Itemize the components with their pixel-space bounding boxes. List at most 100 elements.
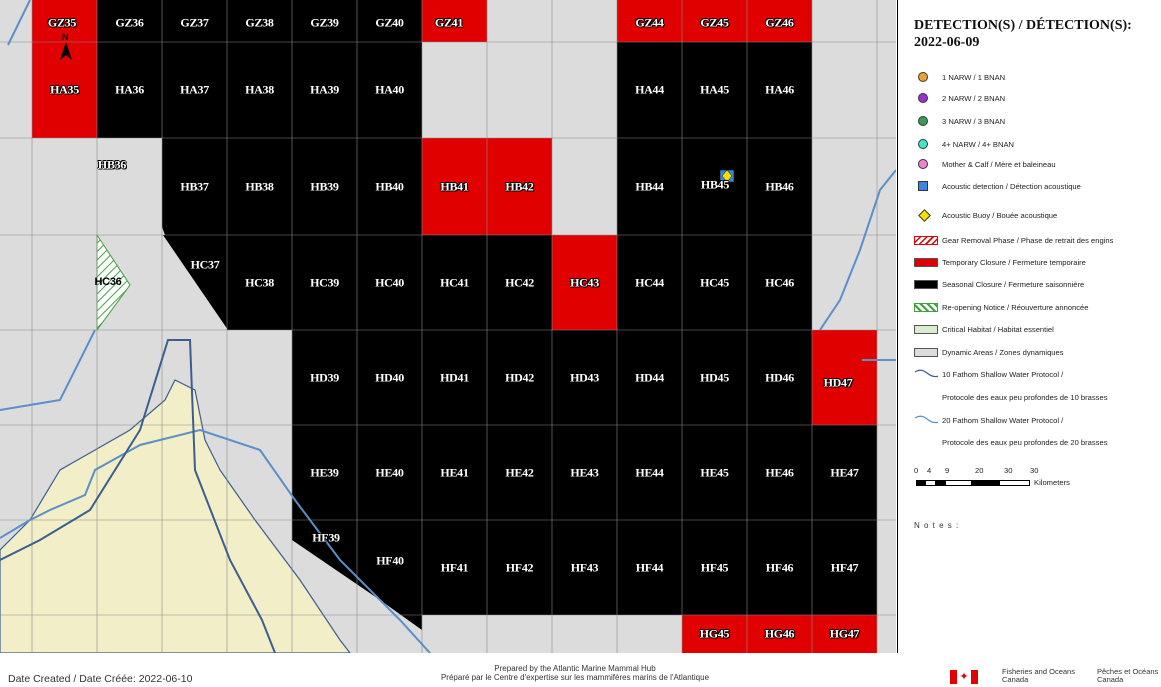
grid-cell-hb44[interactable] xyxy=(617,138,682,235)
grid-cell-he43[interactable] xyxy=(552,425,617,520)
legend-item-label: Seasonal Closure / Fermeture saisonnière xyxy=(942,279,1085,289)
legend-item-2: 3 NARW / 3 BNAN xyxy=(914,114,1005,128)
grid-cell-hc45[interactable] xyxy=(682,235,747,330)
grid-cell-hd45[interactable] xyxy=(682,330,747,425)
grid-cell-hf45[interactable] xyxy=(682,520,747,615)
grid-cell-hb46[interactable] xyxy=(747,138,812,235)
map-overlay-layer: N xyxy=(0,0,896,653)
grid-label-hd45: HD45 xyxy=(700,370,729,384)
grid-cell-hc41[interactable] xyxy=(422,235,487,330)
grid-cell-ha36[interactable] xyxy=(97,42,162,138)
grid-cell-hd46[interactable] xyxy=(747,330,812,425)
grid-cell-hc43[interactable] xyxy=(552,235,617,330)
grid-label-gz45: GZ45 xyxy=(700,15,729,30)
grid-cell-hf42[interactable] xyxy=(487,520,552,615)
grid-label-gz37: GZ37 xyxy=(180,15,209,30)
grid-cell-ha44[interactable] xyxy=(617,42,682,138)
grid-cell-hb45[interactable] xyxy=(682,138,747,235)
grid-cell-gz38[interactable] xyxy=(227,0,292,42)
grid-cell-he40[interactable] xyxy=(357,425,422,520)
grid-cell-ha37[interactable] xyxy=(162,42,227,138)
grid-cell-hc46[interactable] xyxy=(747,235,812,330)
grid-cell-hd39[interactable] xyxy=(292,330,357,425)
grid-cell-he39[interactable] xyxy=(292,425,357,520)
grid-label-hc39: HC39 xyxy=(310,275,339,289)
grid-cell-he46[interactable] xyxy=(747,425,812,520)
grid-cell-hc44[interactable] xyxy=(617,235,682,330)
legend-item-3: 4+ NARW / 4+ BNAN xyxy=(914,137,1014,151)
grid-cell-ha38[interactable] xyxy=(227,42,292,138)
grid-cell-hc39[interactable] xyxy=(292,235,357,330)
grid-cell-hf41[interactable] xyxy=(422,520,487,615)
grid-label-ha37: HA37 xyxy=(180,82,209,97)
grid-cell-hb39[interactable] xyxy=(292,138,357,235)
grid-label-hd42: HD42 xyxy=(505,370,534,384)
grid-cell-hd43[interactable] xyxy=(552,330,617,425)
legend-item-label: 10 Fathom Shallow Water Protocol / xyxy=(942,369,1064,379)
grid-cell-he47[interactable] xyxy=(812,425,877,520)
grid-label-ha44: HA44 xyxy=(635,82,664,97)
grid-cell-hg46[interactable] xyxy=(747,615,812,653)
green-circle-icon xyxy=(914,114,938,128)
grid-label-hd41: HD41 xyxy=(440,370,469,384)
legend-item-label: 4+ NARW / 4+ BNAN xyxy=(942,139,1015,149)
grid-label-hb45: HB45 xyxy=(700,177,730,192)
grid-cell-hd44[interactable] xyxy=(617,330,682,425)
grid-cell-hf46[interactable] xyxy=(747,520,812,615)
grid-label-hc44: HC44 xyxy=(635,275,664,289)
grid-cell-hg47[interactable] xyxy=(812,615,877,653)
grid-label-hf46: HF46 xyxy=(765,560,794,574)
north-arrow-icon xyxy=(60,42,72,60)
grid-cell-hf43[interactable] xyxy=(552,520,617,615)
grid-cell-gz37[interactable] xyxy=(162,0,227,42)
scale-tick: 30 xyxy=(1004,466,1013,475)
grid-cell-hc40[interactable] xyxy=(357,235,422,330)
grid-label-gz40: GZ40 xyxy=(375,15,404,30)
grid-cell-gz40[interactable] xyxy=(357,0,422,42)
grid-cell-ha35[interactable] xyxy=(32,42,97,138)
grid-cell-hf47[interactable] xyxy=(812,520,877,615)
grid-cell-he42[interactable] xyxy=(487,425,552,520)
grid-cell-hb42[interactable] xyxy=(487,138,552,235)
grid-cell-gz35[interactable] xyxy=(32,0,97,42)
grid-cell-hf44[interactable] xyxy=(617,520,682,615)
pink-circle-icon xyxy=(914,157,938,171)
grid-cell-hc42[interactable] xyxy=(487,235,552,330)
grid-cell-hg45[interactable] xyxy=(682,615,747,653)
grid-cell-ha39[interactable] xyxy=(292,42,357,138)
legend-item-label: Dynamic Areas / Zones dynamiques xyxy=(942,347,1064,357)
grid-cell-he41[interactable] xyxy=(422,425,487,520)
grid-cell-hd41[interactable] xyxy=(422,330,487,425)
grid-cell-hc38[interactable] xyxy=(227,235,292,330)
legend-item-label: Critical Habitat / Habitat essentiel xyxy=(942,324,1054,334)
grid-cell-gz36[interactable] xyxy=(97,0,162,42)
grid-cell-hd47[interactable] xyxy=(812,330,877,425)
legend-item-label: 20 Fathom Shallow Water Protocol / xyxy=(942,415,1064,425)
grid-label-hb36: HB36 xyxy=(97,157,127,172)
grid-label-hb38: HB38 xyxy=(245,179,274,193)
grid-cell-gz46[interactable] xyxy=(747,0,812,42)
grid-label-hd40: HD40 xyxy=(375,370,404,384)
grid-cell-hd40[interactable] xyxy=(357,330,422,425)
grid-cell-hd42[interactable] xyxy=(487,330,552,425)
closure-map[interactable]: N GZ35 GZ36 GZ37 GZ38 GZ39 GZ40 GZ41 GZ44 GZ45 GZ… xyxy=(0,0,896,653)
grid-cell-gz41[interactable] xyxy=(422,0,487,42)
grid-label-gz35: GZ35 xyxy=(47,15,77,30)
grid-cell-gz44[interactable] xyxy=(617,0,682,42)
acoustic-buoy-marker xyxy=(721,169,733,183)
legend-item-16: Protocole des eaux peu profondes de 20 b… xyxy=(914,435,1108,449)
grid-cell-gz45[interactable] xyxy=(682,0,747,42)
grid-cell-hb38[interactable] xyxy=(227,138,292,235)
grid-label-hc46: HC46 xyxy=(765,275,794,289)
grid-cell-he45[interactable] xyxy=(682,425,747,520)
grid-cell-ha40[interactable] xyxy=(357,42,422,138)
grid-cell-hb37[interactable] xyxy=(162,138,227,235)
grid-cell-gz39[interactable] xyxy=(292,0,357,42)
20-fathom-line-south xyxy=(0,428,431,653)
grid-cell-ha46[interactable] xyxy=(747,42,812,138)
grid-cell-he44[interactable] xyxy=(617,425,682,520)
grid-cell-hb40[interactable] xyxy=(357,138,422,235)
grid-cell-hb41[interactable] xyxy=(422,138,487,235)
grid-cell-ha45[interactable] xyxy=(682,42,747,138)
legend-item-label: 2 NARW / 2 BNAN xyxy=(942,93,1006,103)
